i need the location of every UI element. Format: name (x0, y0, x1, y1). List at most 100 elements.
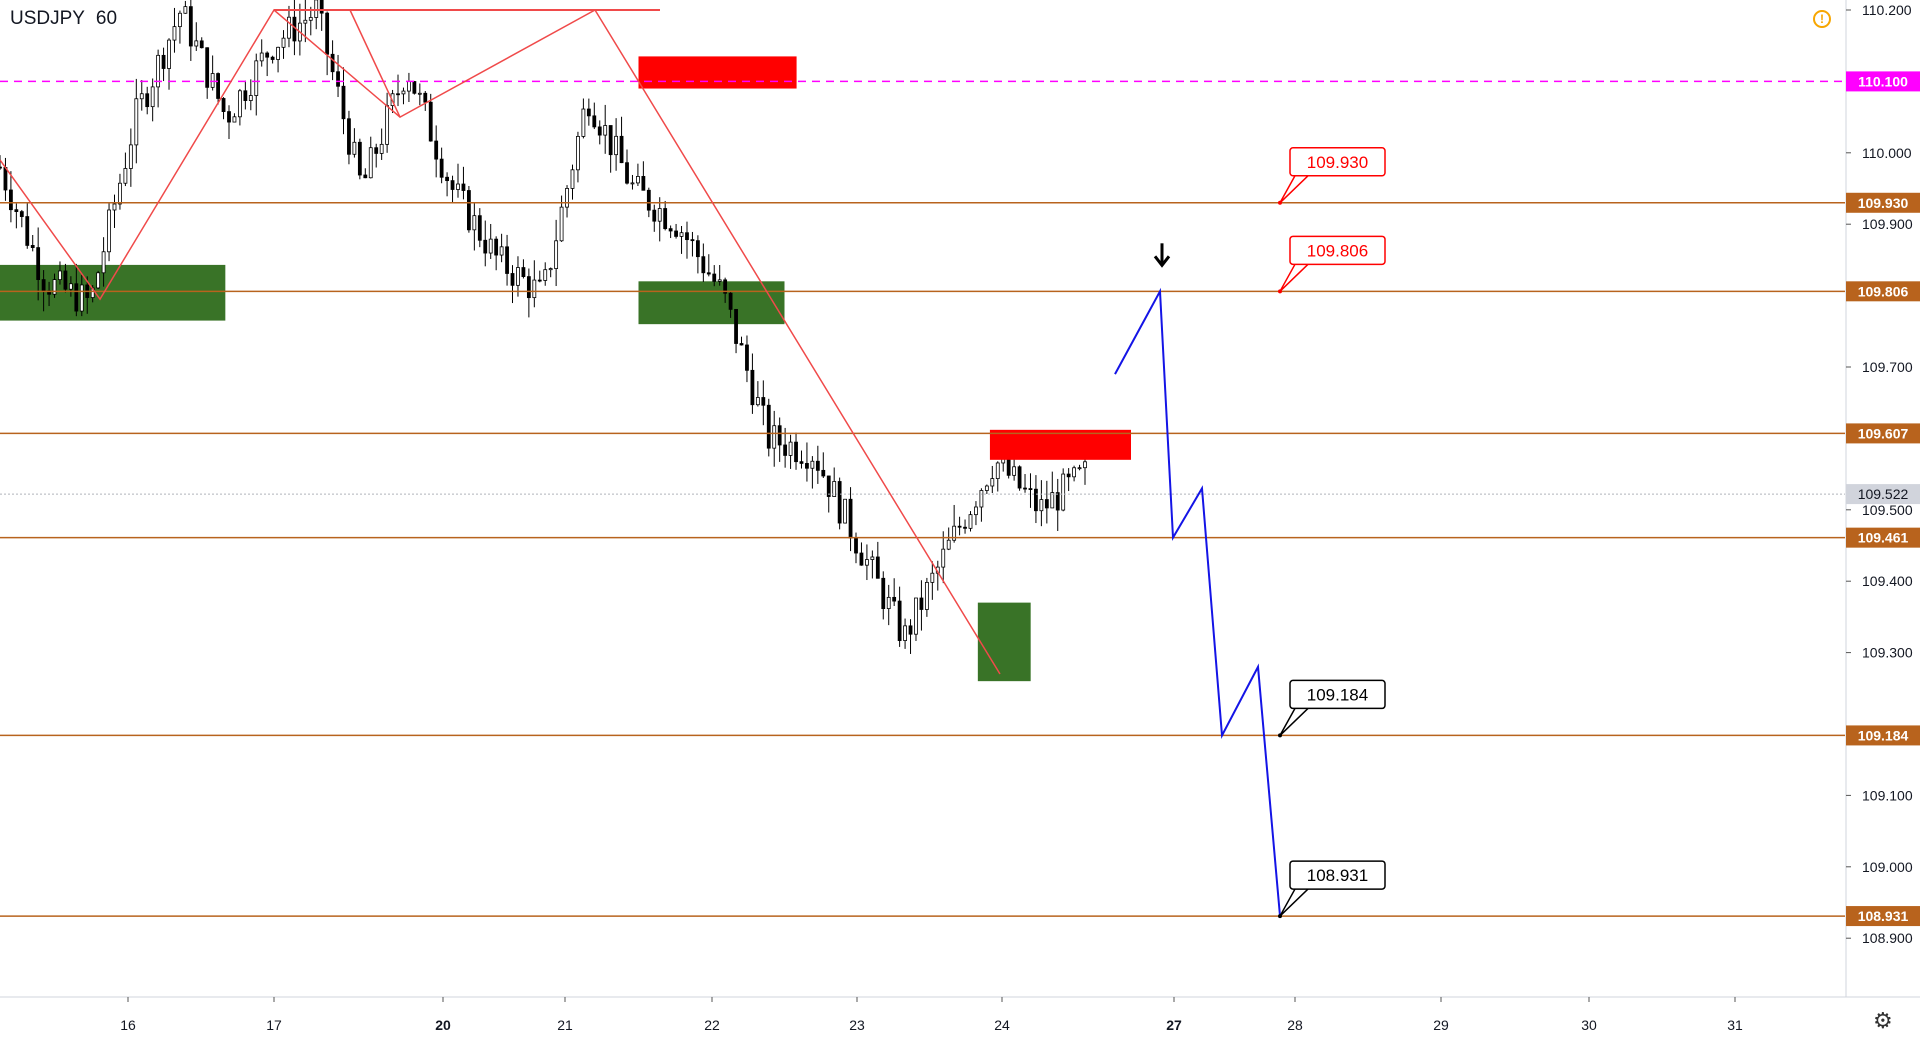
candle-body (734, 308, 738, 344)
interval-label: 60 (95, 8, 118, 29)
candle-body (810, 460, 815, 469)
candle-body (303, 19, 308, 24)
callout-box (1289, 147, 1386, 177)
candle-body (385, 105, 390, 145)
candle-body (695, 240, 700, 258)
candle-body (477, 215, 482, 241)
price-level-badge (1846, 281, 1920, 302)
time-tick-label: 28 (1287, 1017, 1303, 1033)
candle-body (134, 98, 139, 146)
candle-body (1050, 492, 1055, 509)
candle-body (25, 216, 30, 246)
candle-body (815, 460, 820, 471)
candle-body (614, 135, 619, 156)
candle-body (1083, 461, 1087, 469)
candle-body (592, 115, 597, 128)
candle-body (287, 16, 291, 39)
candle-body (914, 597, 918, 635)
candle-body (412, 81, 417, 94)
candle-body (1028, 488, 1033, 490)
price-tick-label: 109.900 (1862, 216, 1913, 232)
candle-body (237, 90, 242, 118)
candle-body (221, 98, 226, 112)
candle-body (543, 269, 548, 281)
candle-body (254, 60, 259, 96)
candle-body (488, 238, 493, 254)
candle-body (974, 506, 978, 516)
candle-body (761, 397, 766, 406)
candle-body (330, 53, 335, 73)
price-level-badge (1846, 423, 1920, 444)
callout-box (1289, 679, 1386, 710)
candle-body (407, 81, 411, 92)
candle-body (36, 247, 41, 280)
candle-body (668, 228, 673, 232)
callout-anchor (1278, 289, 1282, 294)
price-tick-label: 110.000 (1862, 145, 1912, 161)
candle-body (1061, 473, 1066, 511)
candle-body (145, 93, 150, 108)
callout-label: 109.806 (1307, 241, 1368, 260)
price-tick-label: 109.100 (1862, 787, 1913, 803)
candle-body (608, 125, 613, 156)
candle-body (1012, 466, 1017, 476)
candle-body (799, 461, 804, 464)
candle-body (319, 0, 324, 14)
candle-body (41, 279, 46, 292)
candle-body (663, 208, 668, 230)
time-tick-label: 27 (1166, 1017, 1182, 1033)
candle-body (625, 162, 629, 184)
candle-body (755, 397, 760, 406)
candle-body (641, 176, 646, 191)
candle-body (314, 0, 319, 18)
candle-body (630, 182, 635, 185)
candle-body (794, 441, 798, 463)
callout-anchor (1278, 733, 1282, 738)
candle-body (952, 525, 957, 541)
price-tick-label: 108.900 (1862, 930, 1913, 946)
candle-body (886, 596, 891, 610)
candle-body (363, 174, 368, 179)
gear-icon[interactable]: ⚙ (1873, 1008, 1893, 1033)
candle-body (1055, 492, 1060, 511)
time-tick-label: 29 (1433, 1017, 1449, 1033)
candle-body (990, 478, 995, 487)
price-level-label: 110.100 (1858, 73, 1908, 89)
candle-body (112, 203, 117, 211)
candle-body (859, 552, 864, 566)
callout-anchor (1278, 200, 1282, 205)
candle-body (875, 556, 880, 579)
price-level-label: 109.461 (1858, 530, 1909, 546)
candle-body (701, 256, 706, 274)
candle-body (521, 267, 526, 277)
candle-body (499, 246, 504, 256)
candle-body (908, 625, 913, 635)
candle-body (68, 283, 73, 290)
candles (0, 0, 1087, 654)
candle-body (270, 56, 275, 60)
candle-body (374, 147, 379, 154)
candle-body (652, 209, 657, 222)
candle-body (63, 270, 68, 290)
callout-box (1289, 860, 1386, 890)
candle-body (483, 239, 488, 254)
candle-body (232, 116, 237, 123)
candle-body (210, 73, 215, 88)
candle-body (788, 441, 793, 456)
candle-body (837, 481, 842, 524)
time-tick-label: 20 (435, 1017, 451, 1033)
candle-body (576, 136, 580, 171)
candle-body (930, 572, 935, 583)
price-level-label: 109.184 (1858, 727, 1909, 743)
candle-body (118, 182, 122, 205)
zigzag-trendline (0, 8, 1001, 675)
candle-body (1039, 499, 1044, 512)
candle-body (570, 169, 575, 189)
exclamation-circle-icon[interactable]: ! (1813, 10, 1831, 28)
candle-body (14, 209, 19, 212)
candle-body (276, 46, 280, 60)
candle-body (892, 596, 897, 602)
candle-body (505, 246, 509, 274)
